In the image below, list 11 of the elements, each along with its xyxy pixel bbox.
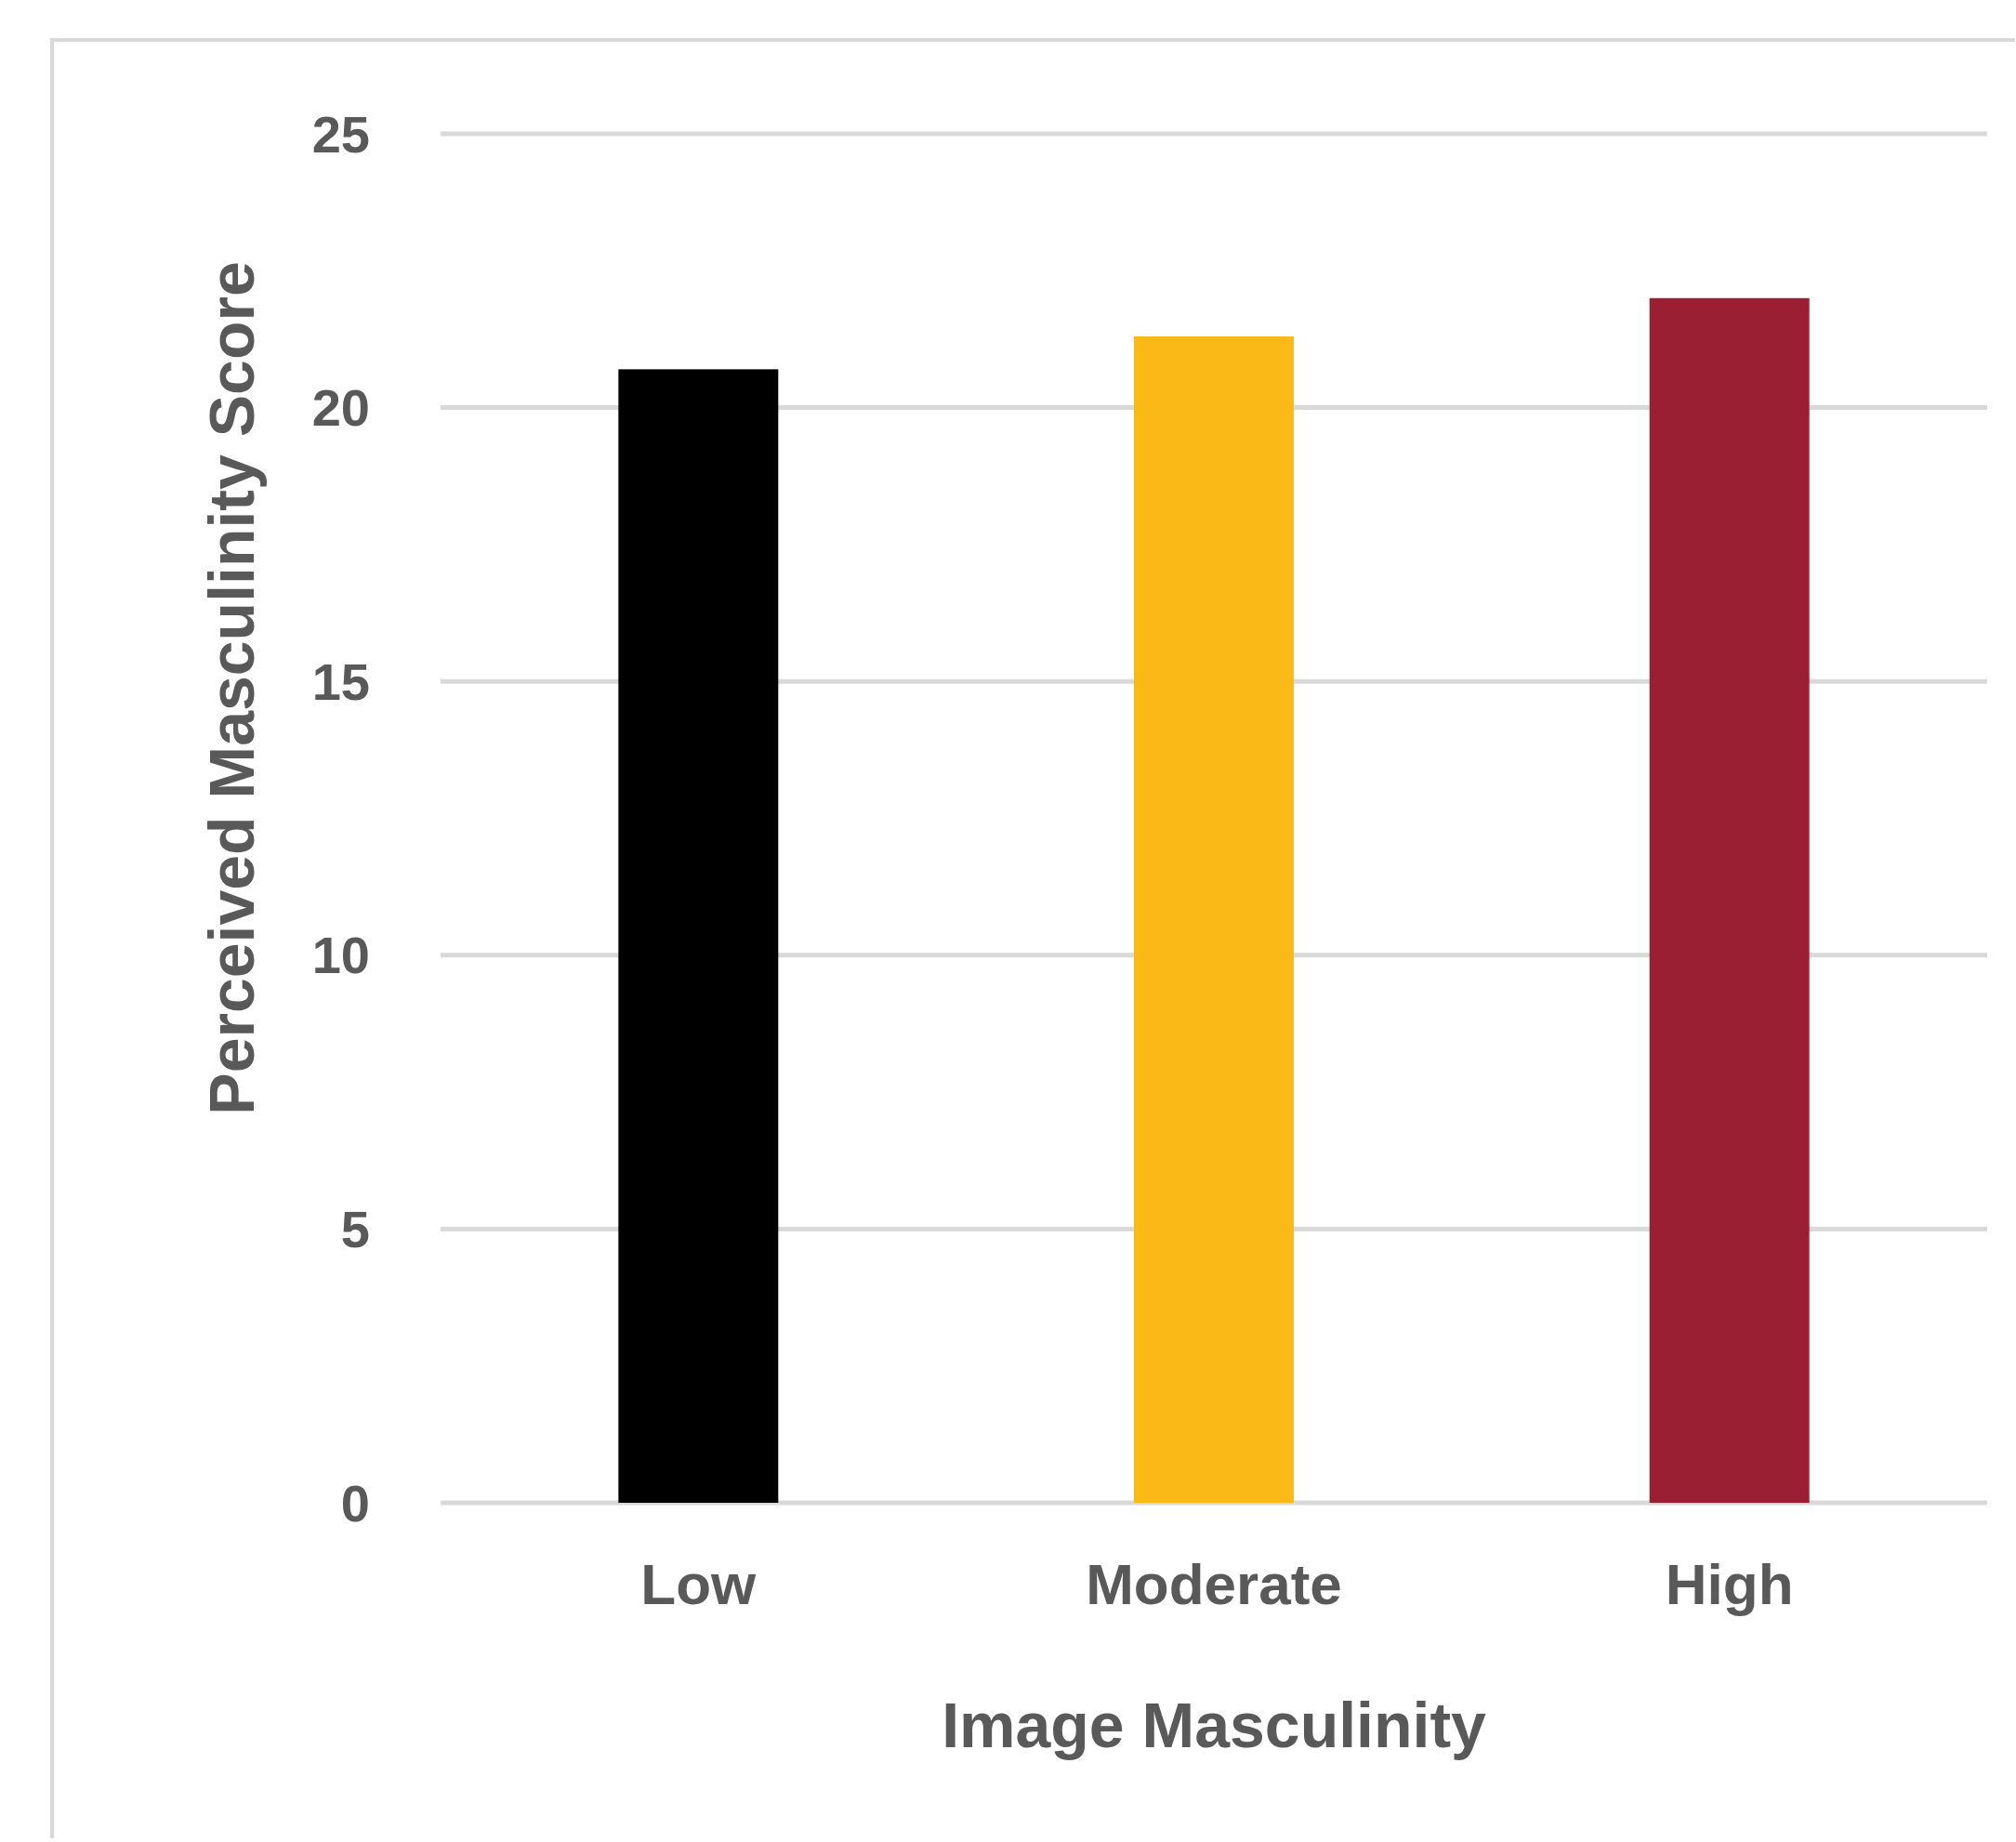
y-tick-label: 15 [311,651,370,711]
x-tick-label: Moderate [1086,1552,1342,1616]
x-tick-label: Low [640,1552,758,1616]
x-tick-label: High [1665,1552,1794,1616]
x-axis-title: Image Masculinity [942,1690,1487,1760]
y-tick-label: 25 [311,104,370,164]
y-tick-label: 5 [340,1200,370,1258]
y-tick-label: 10 [311,926,370,985]
y-tick-label: 20 [311,378,370,438]
y-tick-label: 0 [340,1473,370,1533]
y-axis-title: Perceived Masculinity Score [196,261,267,1115]
